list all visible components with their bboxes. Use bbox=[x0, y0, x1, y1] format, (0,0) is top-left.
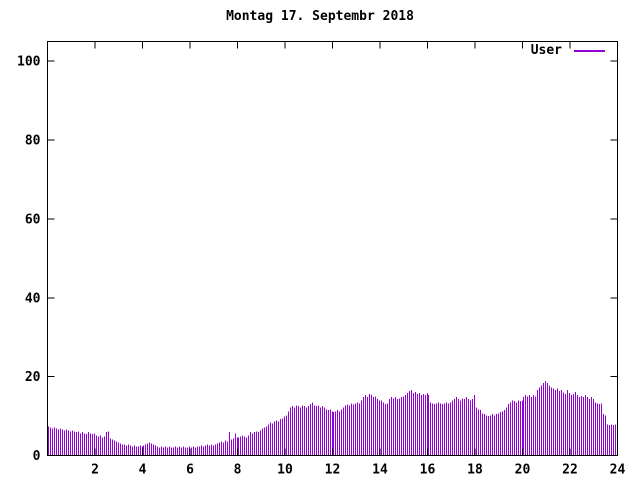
x-tick-label: 2 bbox=[91, 463, 99, 478]
y-tick-label: 80 bbox=[25, 134, 41, 149]
bars-series-user bbox=[48, 380, 618, 456]
x-tick-label: 10 bbox=[277, 463, 293, 478]
legend-label: User bbox=[530, 43, 562, 58]
y-tick-label: 0 bbox=[33, 449, 41, 464]
x-tick-label: 6 bbox=[186, 463, 194, 478]
legend: User bbox=[531, 44, 605, 58]
x-tick-label: 20 bbox=[515, 463, 531, 478]
y-tick-label: 40 bbox=[25, 291, 41, 306]
x-tick-label: 12 bbox=[325, 463, 341, 478]
y-tick-label: 20 bbox=[25, 370, 41, 385]
axis-ticks bbox=[47, 41, 618, 456]
x-tick-label: 22 bbox=[562, 463, 578, 478]
x-tick-label: 8 bbox=[234, 463, 242, 478]
y-tick-label: 60 bbox=[25, 212, 41, 227]
x-tick-label: 4 bbox=[139, 463, 147, 478]
x-tick-label: 14 bbox=[372, 463, 388, 478]
legend-line-sample bbox=[574, 50, 605, 52]
x-tick-label: 16 bbox=[420, 463, 436, 478]
plot-border bbox=[47, 41, 618, 456]
chart-title: Montag 17. Septembr 2018 bbox=[226, 9, 414, 24]
x-tick-label: 18 bbox=[467, 463, 483, 478]
x-tick-label: 24 bbox=[610, 463, 626, 478]
y-tick-label: 100 bbox=[17, 55, 41, 70]
